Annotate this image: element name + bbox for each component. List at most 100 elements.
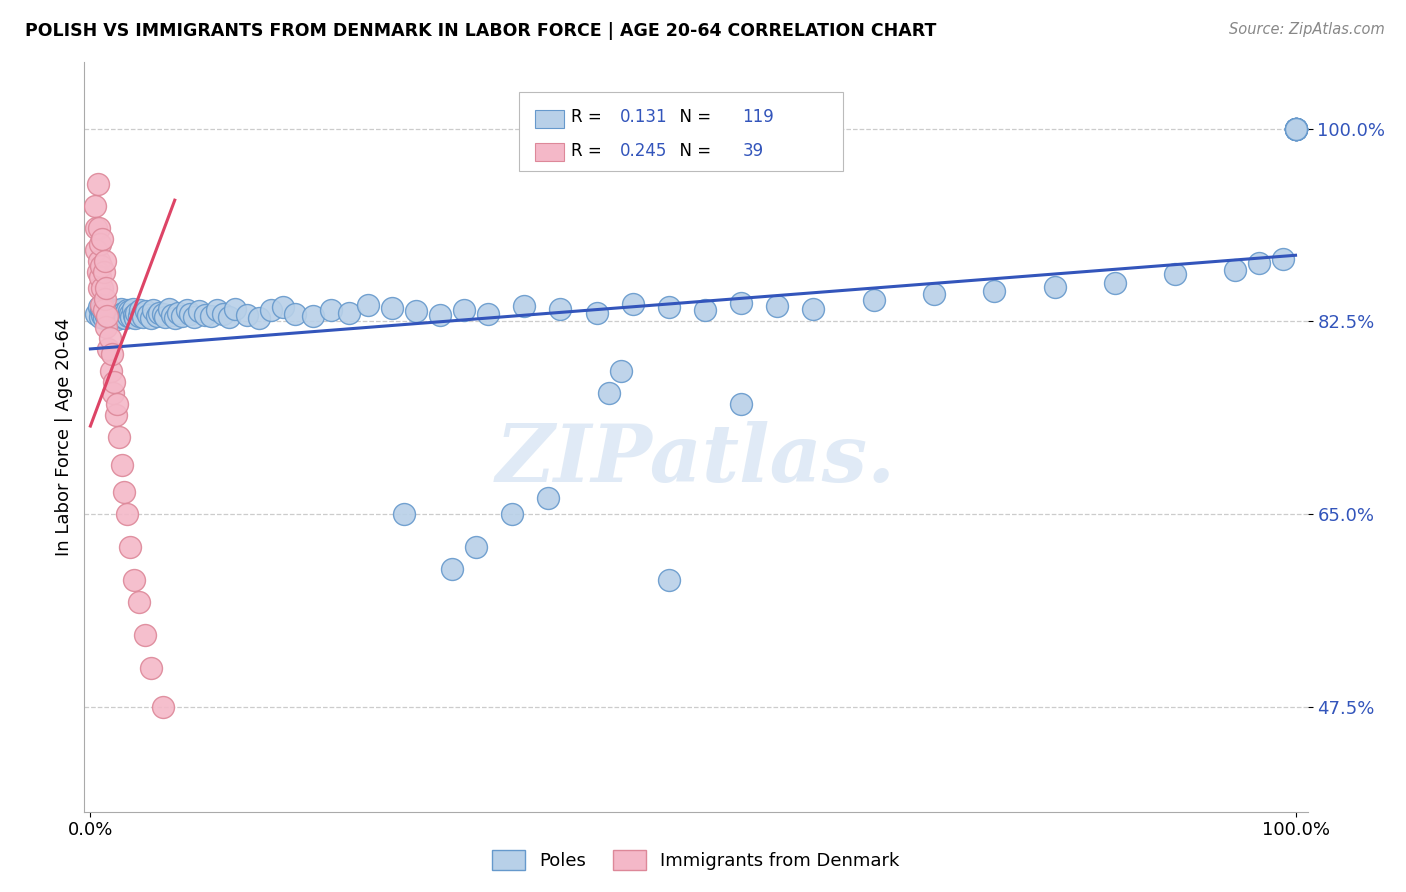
Point [183, 310, 205, 324]
Point [90, 298, 112, 312]
Point [128, 595, 150, 609]
Point [98, 302, 121, 317]
Point [170, 309, 193, 323]
Point [104, 303, 127, 318]
Point [1284, 121, 1306, 136]
Point [131, 307, 153, 321]
Point [132, 310, 155, 324]
Point [162, 308, 184, 322]
Point [585, 305, 607, 319]
Point [103, 375, 125, 389]
Point [501, 507, 523, 521]
Point [142, 303, 165, 318]
Point [105, 312, 128, 326]
Point [122, 574, 145, 588]
Point [94, 293, 117, 307]
Point [120, 310, 142, 324]
Text: POLISH VS IMMIGRANTS FROM DENMARK IN LABOR FORCE | AGE 20-64 CORRELATION CHART: POLISH VS IMMIGRANTS FROM DENMARK IN LAB… [25, 22, 936, 40]
Point [1284, 121, 1306, 136]
Point [139, 311, 162, 326]
Point [94, 281, 117, 295]
Point [194, 308, 217, 322]
Point [120, 541, 142, 555]
Point [115, 507, 138, 521]
Point [766, 299, 789, 313]
Point [356, 298, 378, 312]
Point [1284, 121, 1306, 136]
Point [212, 307, 235, 321]
Point [91, 232, 114, 246]
Point [87, 220, 110, 235]
Point [477, 307, 499, 321]
Point [537, 491, 560, 505]
Point [621, 297, 644, 311]
Point [862, 293, 884, 308]
Point [513, 299, 536, 313]
Point [187, 304, 209, 318]
Point [260, 303, 283, 318]
Point [302, 309, 325, 323]
Point [134, 628, 156, 642]
Point [97, 307, 120, 321]
Point [148, 305, 170, 319]
Point [101, 347, 124, 361]
Point [128, 303, 150, 318]
Point [381, 301, 404, 315]
Text: ZIPatlas.: ZIPatlas. [496, 421, 896, 499]
Point [105, 308, 128, 322]
Point [124, 311, 146, 326]
Point [321, 303, 343, 318]
Point [89, 310, 111, 324]
Point [86, 243, 108, 257]
Point [658, 574, 681, 588]
Point [103, 386, 125, 401]
Point [111, 310, 134, 324]
Text: R =: R = [571, 108, 607, 126]
Point [550, 302, 572, 317]
Point [111, 458, 134, 472]
Point [405, 304, 427, 318]
Point [90, 303, 112, 318]
Point [105, 397, 128, 411]
Point [139, 661, 162, 675]
Point [103, 310, 125, 324]
Point [94, 301, 117, 315]
Point [118, 304, 141, 318]
Point [200, 309, 222, 323]
Point [1164, 267, 1187, 281]
Point [103, 309, 125, 323]
Point [108, 430, 131, 444]
Point [271, 300, 294, 314]
Point [157, 302, 180, 317]
Point [1104, 276, 1126, 290]
Point [97, 304, 120, 318]
Point [1284, 121, 1306, 136]
Point [136, 308, 159, 322]
Point [135, 304, 157, 318]
Point [93, 265, 115, 279]
Point [86, 265, 108, 279]
Point [128, 309, 150, 323]
Text: N =: N = [669, 142, 717, 160]
Point [112, 485, 135, 500]
Point [108, 309, 131, 323]
Point [111, 305, 134, 319]
Point [803, 302, 825, 317]
Point [94, 309, 117, 323]
Point [983, 284, 1005, 298]
Point [1043, 280, 1066, 294]
Point [110, 307, 132, 321]
Point [84, 199, 107, 213]
Point [152, 700, 174, 714]
FancyBboxPatch shape [519, 93, 842, 171]
Point [440, 562, 463, 576]
Point [125, 305, 148, 319]
Point [730, 397, 752, 411]
Point [101, 311, 124, 326]
Point [100, 364, 122, 378]
Point [91, 281, 114, 295]
Point [94, 319, 117, 334]
Point [112, 308, 135, 322]
Point [1284, 121, 1306, 136]
Point [89, 237, 111, 252]
